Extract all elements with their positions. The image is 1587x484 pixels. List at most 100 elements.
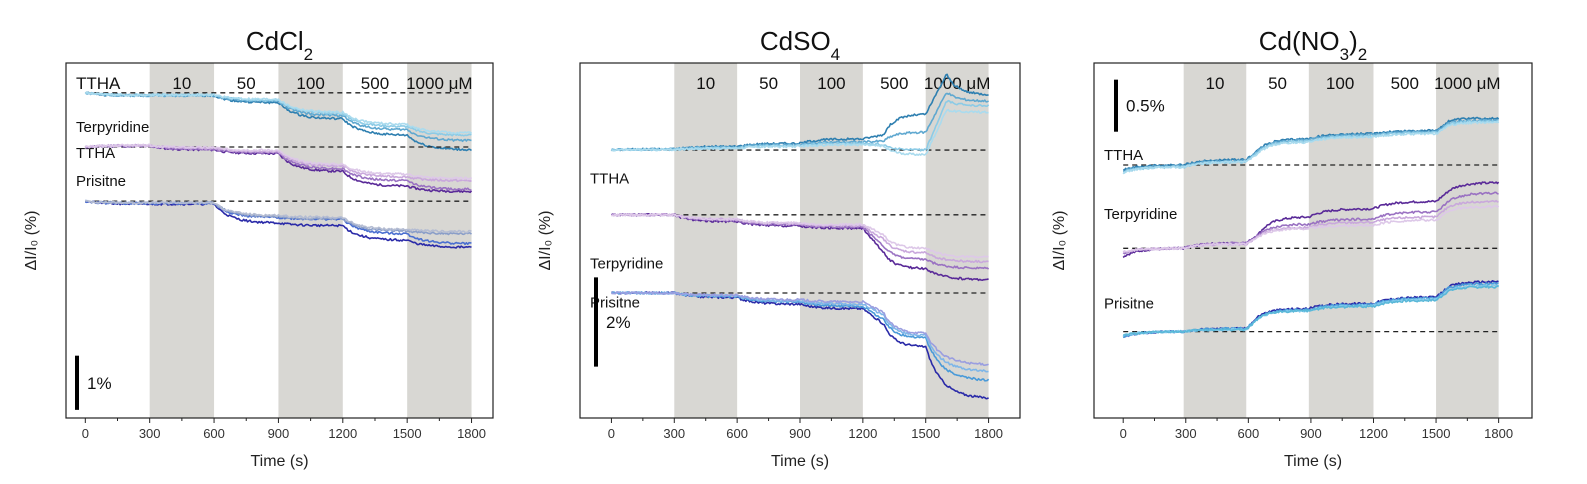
scale-bar: 2% [594, 277, 631, 367]
concentration-label: 500 [361, 74, 389, 93]
title-text: CdCl [246, 26, 304, 56]
title-subscript: 4 [831, 45, 840, 64]
x-tick-label: 600 [1237, 426, 1259, 441]
series-label: Prisitne [1104, 296, 1154, 313]
y-axis-label: ΔI/I₀ (%) [23, 211, 40, 271]
title-text: CdSO [760, 26, 831, 56]
series-group-terpyridine: Terpyridine [76, 119, 473, 194]
series-group-prisitne: Prisitne [1104, 279, 1500, 339]
shaded-interval [674, 63, 738, 418]
concentration-label: 50 [759, 74, 778, 93]
data-line [85, 199, 472, 234]
shaded-interval [407, 63, 472, 418]
shaded-interval [149, 63, 215, 418]
title-subscript: 3 [1340, 45, 1349, 64]
scale-bar: 1% [75, 355, 112, 410]
chart-title: CdCl2 [246, 26, 313, 64]
chart-panel-1: CdCl2 TTHA 10 50 100 500 1000 μM TTHA Terpyridin… [23, 26, 494, 470]
x-tick-label: 300 [1175, 426, 1197, 441]
concentration-label: 50 [1268, 74, 1287, 93]
concentration-label: 1000 μM [1434, 74, 1501, 93]
x-tick-label: 1500 [1422, 426, 1451, 441]
concentration-label: 10 [172, 74, 191, 93]
series-label: Terpyridine [1104, 206, 1177, 223]
series-label: TTHA [1104, 147, 1143, 164]
concentration-label: 10 [696, 74, 715, 93]
x-tick-label: 900 [1300, 426, 1322, 441]
series-label: TTHA [590, 171, 629, 188]
data-line [611, 291, 989, 367]
data-line [611, 213, 989, 259]
series-group-ttha: TTHA [76, 91, 473, 162]
x-tick-label: 1200 [328, 426, 357, 441]
x-tick-label: 0 [1120, 426, 1127, 441]
scale-bar: 0.5% [1114, 79, 1165, 132]
shaded-interval [925, 63, 989, 418]
x-tick-label: 600 [203, 426, 225, 441]
series-label: Prisitne [76, 173, 126, 190]
series-label: TTHA [76, 145, 115, 162]
x-tick-label: 300 [663, 426, 685, 441]
series-group-ttha: TTHA [590, 73, 990, 188]
x-tick-label: 1500 [911, 426, 940, 441]
chart-title: CdSO4 [760, 26, 840, 64]
shaded-interval [1308, 63, 1374, 418]
concentration-label: 50 [237, 74, 256, 93]
data-line [1123, 285, 1499, 336]
concentration-label: 100 [817, 74, 845, 93]
concentration-label: 10 [1206, 74, 1225, 93]
concentration-label: 500 [880, 74, 908, 93]
x-tick-label: 1800 [457, 426, 486, 441]
shaded-interval [1183, 63, 1247, 418]
data-line [84, 143, 473, 181]
scale-bar-label: 0.5% [1126, 97, 1165, 116]
concentration-label: 100 [296, 74, 324, 93]
x-axis-label: Time (s) [1284, 453, 1342, 470]
data-line [1122, 120, 1500, 175]
chart-panel-2: CdSO4 10 50 100 500 1000 μM TTHA Terpyridine Pri… [537, 26, 1021, 470]
data-line [84, 143, 472, 183]
title-text-tail: ) [1349, 26, 1358, 56]
x-tick-label: 1200 [848, 426, 877, 441]
data-line [611, 108, 989, 156]
series-group-prisitne: Prisitne [590, 291, 990, 400]
y-axis-label: ΔI/I₀ (%) [1051, 211, 1068, 271]
data-line [1123, 118, 1499, 173]
series-group-terpyridine: Terpyridine [1104, 181, 1500, 259]
data-line [84, 91, 473, 135]
plot-frame [65, 62, 494, 419]
title-subscript-2: 2 [1358, 45, 1367, 64]
title-text: Cd(NO [1259, 26, 1340, 56]
scale-bar-label: 2% [606, 313, 631, 332]
series-group-prisitne: Prisitne [76, 173, 473, 249]
x-tick-label: 600 [726, 426, 748, 441]
x-tick-label: 1500 [393, 426, 422, 441]
x-tick-label: 1800 [1484, 426, 1513, 441]
shaded-interval [278, 63, 343, 418]
data-line [1122, 204, 1500, 253]
x-tick-label: 0 [608, 426, 615, 441]
shaded-interval [800, 63, 863, 418]
chart-title: Cd(NO3)2 [1259, 26, 1368, 64]
x-tick-label: 900 [789, 426, 811, 441]
concentration-label: TTHA [76, 74, 121, 93]
x-tick-label: 0 [82, 426, 89, 441]
x-tick-label: 1200 [1359, 426, 1388, 441]
series-label: Terpyridine [76, 119, 149, 136]
x-axis-label: Time (s) [250, 453, 308, 470]
concentration-label: 1000 μM [406, 74, 473, 93]
title-subscript: 2 [304, 45, 313, 64]
plot-frame [1093, 62, 1533, 419]
concentration-label: 1000 μM [924, 74, 991, 93]
y-axis-label: ΔI/I₀ (%) [537, 211, 554, 271]
x-tick-label: 300 [139, 426, 161, 441]
shaded-interval [1436, 63, 1499, 418]
series-group-terpyridine: Terpyridine [590, 213, 990, 282]
series-group-ttha: TTHA [1104, 116, 1500, 175]
series-label: Terpyridine [590, 255, 663, 272]
x-tick-label: 1800 [974, 426, 1003, 441]
scale-bar-label: 1% [87, 374, 112, 393]
chart-panel-3: Cd(NO3)2 10 50 100 500 1000 μM TTHA Terpyridine… [1051, 26, 1533, 470]
concentration-label: 500 [1391, 74, 1419, 93]
